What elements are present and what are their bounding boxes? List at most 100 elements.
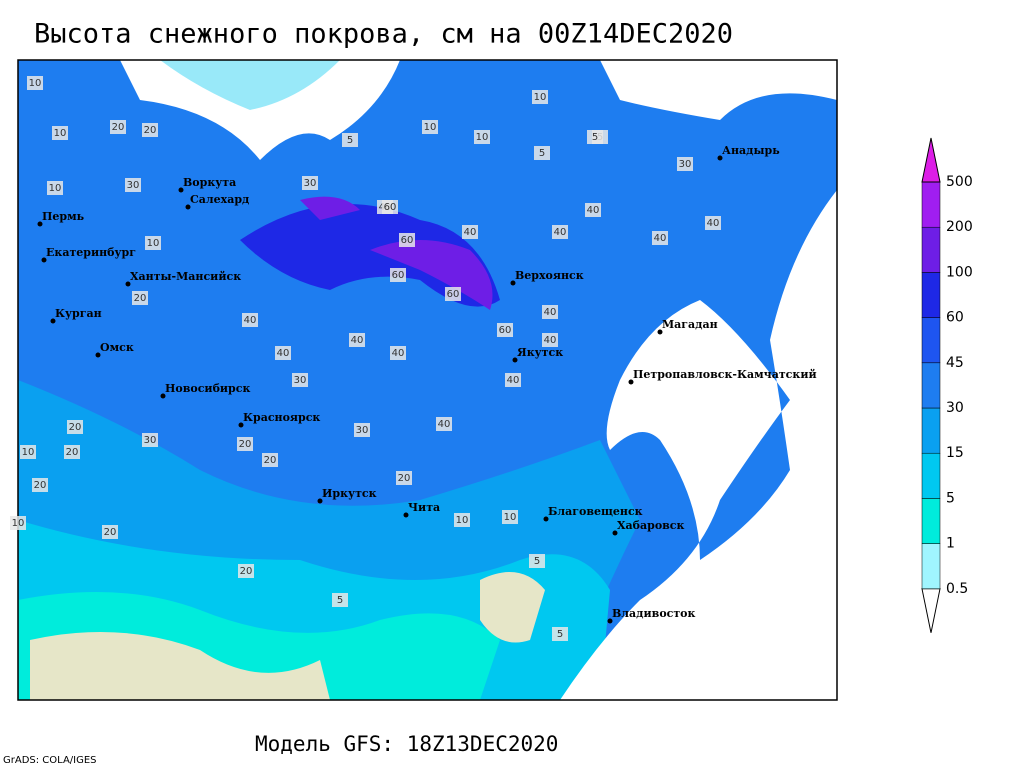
city-label: Салехард: [190, 193, 249, 206]
city-dot: [50, 318, 56, 324]
legend-swatch: [921, 407, 941, 454]
contour-label-box: [27, 76, 43, 90]
legend-label: 5: [946, 490, 955, 506]
contour-label-box: [342, 133, 358, 147]
contour-label: 30: [304, 178, 317, 189]
contour-label-box: [396, 471, 412, 485]
contour-label-box: [652, 231, 668, 245]
contour-label-box: [497, 323, 513, 337]
contour-label-box: [145, 236, 161, 250]
contour-label-box: [474, 130, 490, 144]
city-label: Благовещенск: [548, 505, 643, 518]
legend-label: 500: [946, 174, 973, 190]
legend-swatch: [921, 317, 941, 364]
contour-label: 5: [539, 148, 545, 159]
contour-label: 5: [534, 556, 540, 567]
legend-label: 60: [946, 310, 964, 326]
arctic-ocean: [120, 60, 837, 160]
contour-label: 10: [504, 512, 517, 523]
contour-label: 10: [424, 122, 437, 133]
contour-label-box: [399, 233, 415, 247]
contour-label: 5: [592, 132, 598, 143]
contour-label: 20: [398, 473, 411, 484]
contour-label-box: [445, 287, 461, 301]
contour-label-box: [529, 554, 545, 568]
contour-label-box: [585, 203, 601, 217]
contour-label-box: [52, 126, 68, 140]
contour-label: 40: [351, 335, 364, 346]
city-label: Новосибирск: [165, 382, 250, 395]
contour-label-box: [390, 268, 406, 282]
contour-label: 20: [239, 439, 252, 450]
contour-label: 60: [384, 202, 397, 213]
legend-swatch: [921, 498, 941, 544]
contour-label: 40: [277, 348, 290, 359]
city-label: Ханты-Мансийск: [130, 270, 241, 283]
contour-label-box: [110, 120, 126, 134]
contour-label-box: [390, 346, 406, 360]
contour-label-box: [422, 120, 438, 134]
city-label: Якутск: [517, 346, 563, 359]
city-dot: [125, 281, 131, 287]
contour-label-box: [462, 225, 478, 239]
legend-arrow-high: [921, 137, 941, 183]
city-dot: [607, 618, 613, 624]
contour-label: 40: [244, 315, 257, 326]
contour-label-box: [534, 146, 550, 160]
contour-label: 40: [544, 307, 557, 318]
contour-label-box: [677, 157, 693, 171]
city-label: Верхоянск: [515, 269, 584, 282]
map-frame: [17, 59, 838, 701]
contour-label-box: [20, 445, 36, 459]
contour-label: 60: [392, 270, 405, 281]
city-dot: [185, 204, 191, 210]
contour-label: 10: [456, 515, 469, 526]
legend-swatch: [921, 226, 941, 273]
contour-label-box: [32, 478, 48, 492]
contour-label-box: [454, 513, 470, 527]
contour-label: 20: [104, 527, 117, 538]
contour-label-box: [262, 453, 278, 467]
contour-label-box: [10, 516, 26, 530]
contour-label-box: [67, 420, 83, 434]
contour-label-box: [354, 423, 370, 437]
contour-label-box: [64, 445, 80, 459]
contour-label: 20: [112, 122, 125, 133]
city-label: Екатеринбург: [46, 246, 136, 259]
city-dot: [512, 357, 518, 363]
contour-label: 30: [127, 180, 140, 191]
sea-ice: [160, 60, 340, 110]
bare-land: [30, 572, 545, 700]
contour-label-box: [542, 333, 558, 347]
contour-label-box: [238, 564, 254, 578]
contour-label: 20: [144, 125, 157, 136]
city-label: Чита: [408, 501, 440, 514]
city-dot: [238, 422, 244, 428]
contour-label: 5: [347, 135, 353, 146]
contour-label: 40: [707, 218, 720, 229]
legend-swatch: [921, 362, 941, 409]
contour-label: 20: [34, 480, 47, 491]
contour-label: 20: [69, 422, 82, 433]
city-label: Омск: [100, 341, 134, 354]
city-dot: [95, 352, 101, 358]
footer: Модель GFS: 18Z13DEC2020: [255, 732, 558, 756]
contour-label-box: [242, 313, 258, 327]
legend-label: 0.5: [946, 581, 968, 597]
contour-label: 30: [294, 375, 307, 386]
contour-label: 30: [356, 425, 369, 436]
city-dot: [160, 393, 166, 399]
legend-label: 30: [946, 400, 964, 416]
contour-label: 10: [54, 128, 67, 139]
contour-label-box: [532, 90, 548, 104]
city-dot: [41, 257, 47, 263]
credit: GrADS: COLA/IGES: [3, 755, 97, 766]
contour-label-box: [587, 130, 603, 144]
city-label: Анадырь: [722, 144, 780, 157]
legend-swatch: [921, 452, 941, 499]
city-label: Иркутск: [322, 487, 377, 500]
contour-label-box: [542, 305, 558, 319]
city-dot: [717, 155, 723, 161]
city-dot: [37, 221, 43, 227]
